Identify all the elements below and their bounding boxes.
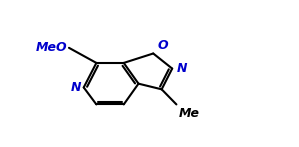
Text: N: N: [71, 81, 82, 94]
Text: O: O: [158, 39, 168, 52]
Text: N: N: [176, 62, 187, 75]
Text: MeO: MeO: [35, 41, 67, 54]
Text: Me: Me: [179, 107, 199, 120]
